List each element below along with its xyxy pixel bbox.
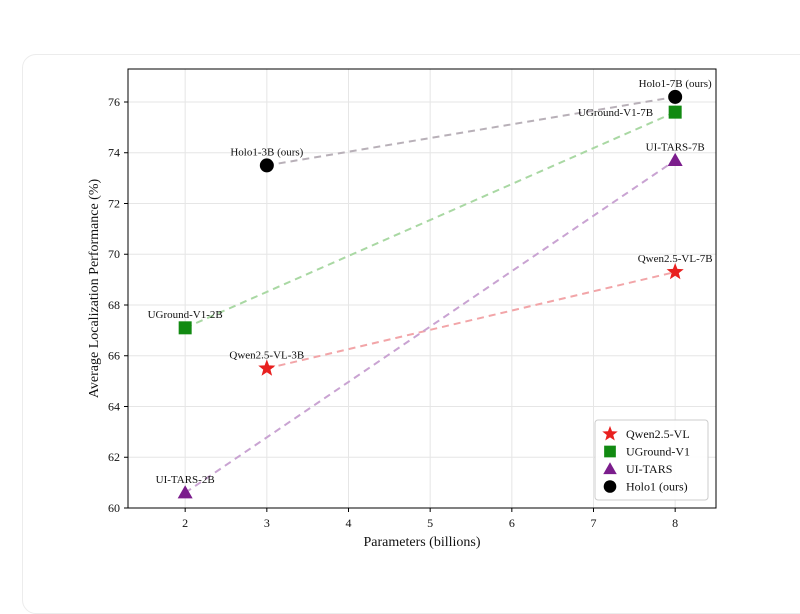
data-label: UGround-V1-7B [578,107,653,119]
y-tick-label: 70 [108,247,120,261]
legend: Qwen2.5-VL UGround-V1 UI-TARS Holo1 (ours) [594,419,709,501]
data-label: UI-TARS-2B [156,474,215,486]
x-axis-label: Parameters (billions) [363,535,480,550]
data-point-circle [668,89,683,104]
x-tick-label: 5 [427,516,433,530]
legend-entry: Holo1 (ours) [626,480,688,494]
series-line-ui-tars [184,159,676,494]
legend-marker-square [604,445,616,458]
series-line-qwen2-5-vl [266,271,676,370]
data-point-square [178,321,192,335]
series-lines [184,95,676,494]
x-tick-label: 6 [509,516,515,530]
legend-entry: UGround-V1 [626,445,690,459]
x-tick-label: 7 [591,516,597,530]
data-label: Qwen2.5-VL-7B [638,253,713,265]
y-tick-label: 76 [108,95,120,109]
data-label: Qwen2.5-VL-3B [229,349,304,361]
legend-entry: Qwen2.5-VL [626,427,690,441]
y-tick-label: 62 [108,450,120,464]
series-line-holo1-ours [266,95,676,167]
axis-ticks: 2 3 4 5 6 7 8 60 62 64 66 68 70 72 74 76 [108,95,678,530]
legend-marker-circle [603,480,617,493]
y-tick-label: 66 [108,349,120,363]
legend-box [594,419,709,501]
data-point-triangle [177,485,193,499]
x-tick-label: 4 [346,516,352,530]
data-label: UGround-V1-2B [148,309,223,321]
data-point-star [666,263,684,280]
x-tick-label: 3 [264,516,270,530]
data-point-square [668,105,682,119]
data-labels: Qwen2.5-VL-3B Qwen2.5-VL-7B UGround-V1-2B U… [148,78,713,486]
data-label: UI-TARS-7B [646,141,705,153]
y-axis-label: Average Localization Performance (%) [87,178,102,398]
x-tick-label: 8 [672,516,678,530]
y-tick-label: 64 [108,399,120,413]
legend-marker-triangle [603,462,617,475]
y-tick-label: 74 [108,146,120,160]
data-label: Holo1-7B (ours) [639,78,712,90]
data-markers [177,89,684,499]
data-label: Holo1-3B (ours) [230,146,303,158]
y-tick-label: 60 [108,501,120,515]
data-point-star [258,359,276,376]
data-point-triangle [667,152,683,166]
y-tick-label: 72 [108,196,120,210]
legend-marker-star [602,425,618,441]
legend-entry: UI-TARS [626,462,672,476]
plot-frame [127,68,717,509]
data-point-circle [259,158,274,173]
x-tick-label: 2 [182,516,188,530]
y-tick-label: 68 [108,298,120,312]
series-line-uground-v1 [184,111,676,329]
